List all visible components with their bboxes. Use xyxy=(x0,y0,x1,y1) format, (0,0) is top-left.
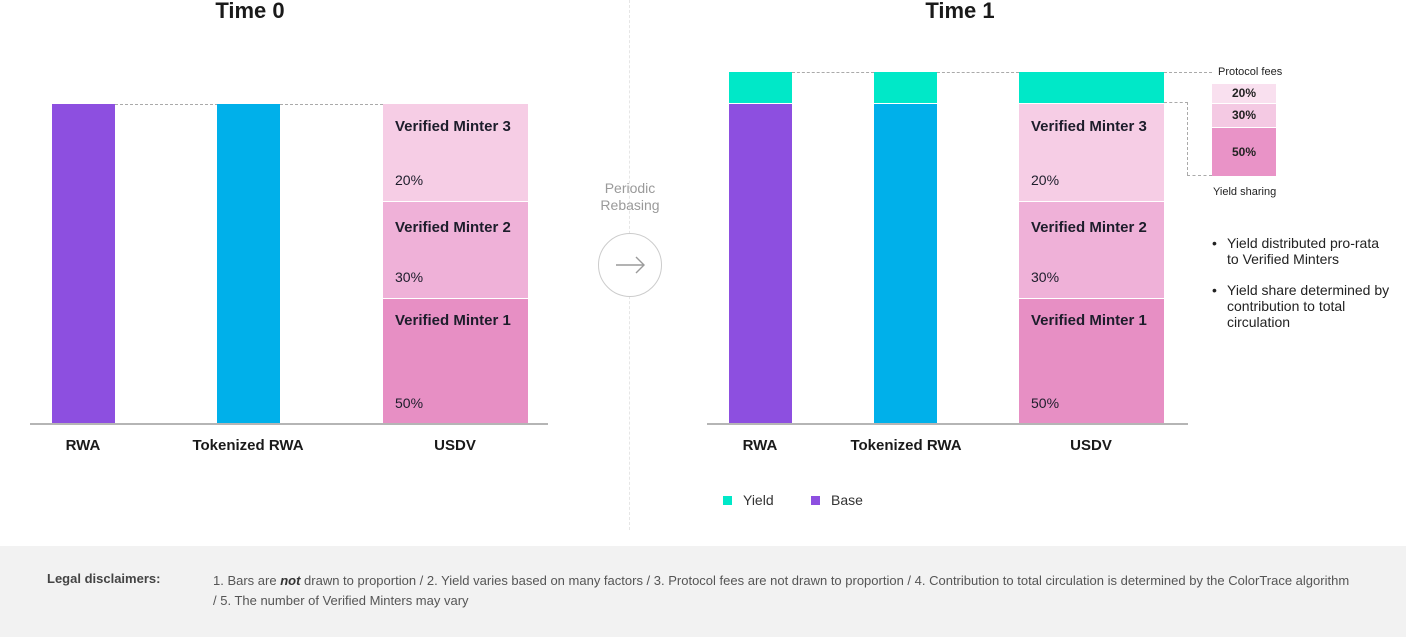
time0-minter2-label: Verified Minter 2 xyxy=(395,219,511,236)
periodic-rebasing-line1: Periodic xyxy=(604,180,656,196)
time0-title: Time 0 xyxy=(215,0,285,23)
time1-baseline xyxy=(707,423,1188,425)
disclaimer-text-suffix: drawn to proportion / 2. Yield varies ba… xyxy=(213,573,1350,609)
protocol-fees-guide-bottom xyxy=(1164,102,1188,103)
time0-category-rwa: RWA xyxy=(65,437,101,454)
yield-note-2: Yield share determined by contribution t… xyxy=(1212,283,1392,330)
time1-category-usdv: USDV xyxy=(1070,437,1112,454)
disclaimer-label: Legal disclaimers: xyxy=(47,571,161,586)
time1-category-tokenized-rwa: Tokenized RWA xyxy=(850,437,962,454)
time1-minter3-label: Verified Minter 3 xyxy=(1031,118,1147,135)
periodic-rebasing-label: Periodic Rebasing xyxy=(575,180,685,214)
time0-rwa-bar xyxy=(52,104,115,423)
legend-yield-swatch xyxy=(723,496,732,505)
time0-tokenized-rwa-bar xyxy=(217,104,280,423)
legend-yield-label: Yield xyxy=(743,492,774,508)
time1-rwa-base-segment xyxy=(729,104,792,423)
fee-box-20: 20% xyxy=(1212,84,1276,103)
time1-minter1-pct: 50% xyxy=(1031,395,1060,411)
yield-notes-list: Yield distributed pro-rata to Verified M… xyxy=(1212,235,1392,346)
time0-minter3-segment xyxy=(383,104,528,201)
legend-base-label: Base xyxy=(831,492,863,508)
time1-top-guide-1 xyxy=(792,72,874,73)
time0-minter2-pct: 30% xyxy=(395,269,424,285)
time0-minter1-pct: 50% xyxy=(395,395,424,411)
fee-box-50: 50% xyxy=(1212,128,1276,176)
time1-minter2-pct: 30% xyxy=(1031,269,1060,285)
time0-minter1-segment xyxy=(383,299,528,423)
time1-category-rwa: RWA xyxy=(742,437,778,454)
time1-minter2-segment xyxy=(1019,202,1164,298)
time1-top-guide-2 xyxy=(937,72,1019,73)
time0-minter1-label: Verified Minter 1 xyxy=(395,312,511,329)
protocol-fees-guide-top xyxy=(1164,72,1212,73)
time0-category-usdv: USDV xyxy=(434,437,476,454)
disclaimer-text: 1. Bars are not drawn to proportion / 2.… xyxy=(213,571,1353,611)
time1-minter3-segment xyxy=(1019,104,1164,201)
protocol-fees-label: Protocol fees xyxy=(1218,66,1283,78)
time0-category-tokenized-rwa: Tokenized RWA xyxy=(192,437,304,454)
time0-baseline xyxy=(30,423,548,425)
time1-minter3-pct: 20% xyxy=(1031,172,1060,188)
time0-minter3-label: Verified Minter 3 xyxy=(395,118,511,135)
yield-note-1: Yield distributed pro-rata to Verified M… xyxy=(1212,235,1392,267)
arrow-right-icon xyxy=(616,256,645,274)
periodic-rebasing-line2: Rebasing xyxy=(600,196,660,213)
time1-minter1-segment xyxy=(1019,299,1164,423)
disclaimer-footer xyxy=(0,546,1406,637)
yield-sharing-guide-bottom xyxy=(1187,175,1212,176)
time1-tokenized-base-segment xyxy=(874,104,937,423)
rebasing-circle xyxy=(598,233,662,297)
yield-sharing-label: Yield sharing xyxy=(1213,186,1277,198)
fee-box-30: 30% xyxy=(1212,104,1276,127)
legend-base-swatch xyxy=(811,496,820,505)
time1-usdv-yield-segment xyxy=(1019,72,1164,103)
time1-minter1-label: Verified Minter 1 xyxy=(1031,312,1147,329)
time1-rwa-yield-segment xyxy=(729,72,792,103)
yield-sharing-guide-vertical xyxy=(1187,102,1188,175)
time1-title: Time 1 xyxy=(925,0,995,23)
disclaimer-emphasis: not xyxy=(280,573,301,588)
time0-minter3-pct: 20% xyxy=(395,172,424,188)
disclaimer-text-prefix: 1. Bars are xyxy=(213,573,281,588)
time1-tokenized-yield-segment xyxy=(874,72,937,103)
time0-minter2-segment xyxy=(383,202,528,298)
time1-minter2-label: Verified Minter 2 xyxy=(1031,219,1147,236)
